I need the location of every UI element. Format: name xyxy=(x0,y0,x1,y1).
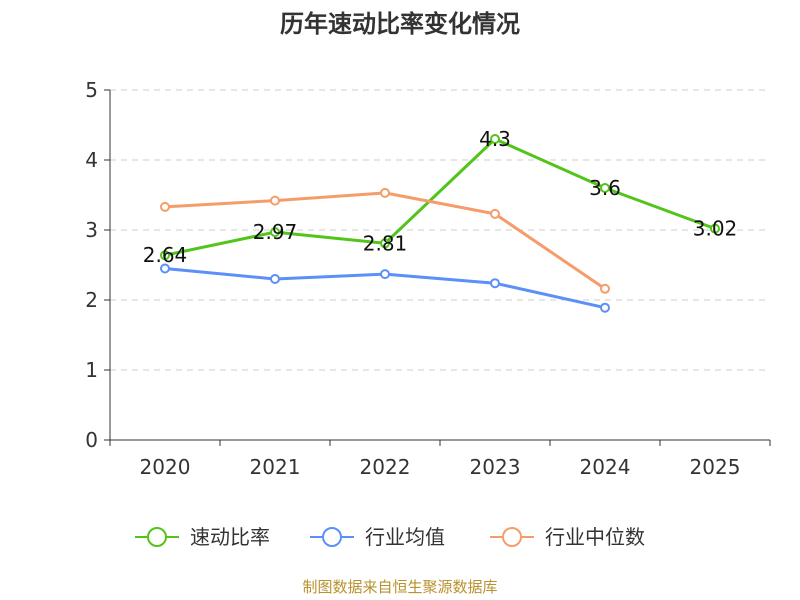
x-tick-label-2020: 2020 xyxy=(140,455,191,479)
y-tick-label: 0 xyxy=(85,428,98,452)
data-label-0: 2.64 xyxy=(143,243,188,267)
data-point-0-1[interactable] xyxy=(270,227,280,238)
series-1 xyxy=(160,263,610,313)
legend-marker-icon xyxy=(502,527,522,547)
data-labels: 2.64 2.97 2.81 4.3 3.6 3.02 xyxy=(143,127,738,267)
source-note: 制图数据来自恒生聚源数据库 xyxy=(302,578,497,596)
data-label-1: 2.97 xyxy=(253,220,298,244)
series-group xyxy=(160,134,720,313)
data-point-2-4[interactable] xyxy=(600,283,610,294)
y-tick-label: 2 xyxy=(85,288,98,312)
x-tick-label-2022: 2022 xyxy=(360,455,411,479)
data-point-1-2[interactable] xyxy=(380,269,390,280)
data-label-5: 3.02 xyxy=(693,217,738,241)
y-tick-label: 4 xyxy=(85,148,98,172)
legend-item-2[interactable]: 行业中位数 xyxy=(490,525,645,549)
axes: 0 1 2 3 4 5 2020 2021 2022 2023 2024 2025 xyxy=(85,78,771,479)
legend-label: 速动比率 xyxy=(190,525,270,549)
data-point-2-0[interactable] xyxy=(160,201,170,212)
x-tick-label-2025: 2025 xyxy=(690,455,741,479)
chart-title: 历年速动比率变化情况 xyxy=(280,10,520,38)
data-point-2-3[interactable] xyxy=(490,208,500,219)
data-point-2-1[interactable] xyxy=(270,195,280,206)
legend-marker-icon xyxy=(322,527,342,547)
x-tick-label-2023: 2023 xyxy=(470,455,521,479)
grid-lines xyxy=(110,89,770,371)
series-0 xyxy=(160,134,720,261)
data-label-4: 3.6 xyxy=(589,176,621,200)
data-point-1-1[interactable] xyxy=(270,274,280,284)
data-point-0-0[interactable] xyxy=(160,250,170,261)
data-point-0-4[interactable] xyxy=(600,183,610,193)
data-point-0-2[interactable] xyxy=(380,238,390,249)
y-tick-label: 5 xyxy=(85,78,98,102)
data-label-3: 4.3 xyxy=(479,127,511,151)
data-point-0-3[interactable] xyxy=(490,134,500,144)
data-point-1-0[interactable] xyxy=(160,263,170,274)
legend-label: 行业中位数 xyxy=(545,525,645,549)
data-point-1-4[interactable] xyxy=(600,302,610,313)
data-point-1-3[interactable] xyxy=(490,278,500,289)
legend-marker-icon xyxy=(147,527,167,547)
series-2 xyxy=(160,187,610,294)
x-tick-label-2024: 2024 xyxy=(580,455,631,479)
data-point-0-5[interactable] xyxy=(710,223,720,234)
x-tick-label-2021: 2021 xyxy=(250,455,301,479)
legend[interactable]: 速动比率 行业均值 行业中位数 xyxy=(135,525,645,549)
y-tick-label: 1 xyxy=(85,358,98,382)
legend-item-0[interactable]: 速动比率 xyxy=(135,525,270,549)
legend-label: 行业均值 xyxy=(365,525,445,549)
data-label-2: 2.81 xyxy=(363,231,408,255)
y-tick-label: 3 xyxy=(85,218,98,242)
series-line-0 xyxy=(164,137,716,257)
data-point-2-2[interactable] xyxy=(380,187,390,198)
legend-item-1[interactable]: 行业均值 xyxy=(310,525,445,549)
